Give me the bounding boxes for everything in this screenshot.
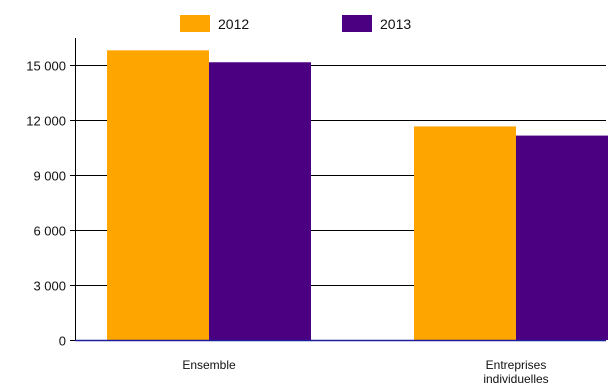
bars <box>107 50 608 341</box>
legend-label-2013: 2013 <box>380 16 411 32</box>
legend-swatch-2012 <box>180 15 210 32</box>
bar-2012-1 <box>107 50 209 340</box>
bar-2013-1 <box>209 62 311 340</box>
y-tick-label: 15 000 <box>26 59 66 74</box>
category-label-line: Entreprises <box>486 358 547 372</box>
y-tick-labels: 0 3 000 6 000 9 000 12 000 15 000 <box>26 59 66 349</box>
y-tick-label: 6 000 <box>33 224 66 239</box>
category-label-line: Ensemble <box>182 358 236 372</box>
legend-label-2012: 2012 <box>218 16 249 32</box>
category-label-line: individuelles <box>483 372 548 385</box>
y-tick-label: 9 000 <box>33 169 66 184</box>
bar-2012-2 <box>414 126 516 341</box>
category-label: Entreprises individuelles <box>483 358 548 385</box>
axes <box>70 38 606 342</box>
category-labels: Ensemble Entreprises individuelles <box>182 358 548 385</box>
bar-2013-2 <box>516 135 608 340</box>
y-tick-label: 12 000 <box>26 114 66 129</box>
legend-swatch-2013 <box>342 15 372 32</box>
y-tick-label: 3 000 <box>33 279 66 294</box>
y-tick-label: 0 <box>59 334 66 349</box>
legend: 2012 2013 <box>180 15 411 32</box>
category-label: Ensemble <box>182 358 236 372</box>
